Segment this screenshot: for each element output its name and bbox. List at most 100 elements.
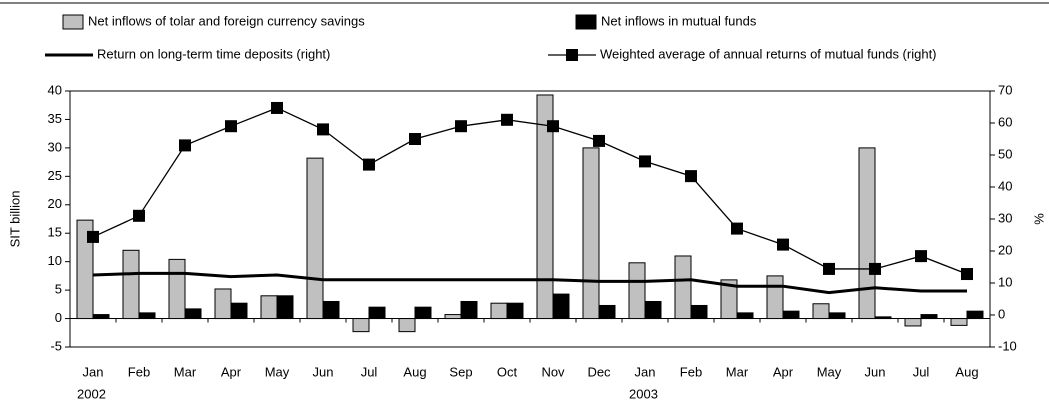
x-tick-label: Jul [913,364,930,379]
line [92,107,968,275]
marker [225,120,237,133]
bar [598,304,616,320]
bar [536,94,554,320]
bar [644,300,662,320]
bar [552,293,570,320]
line [92,271,967,295]
y-tick-label: 20 [48,196,62,211]
marker [823,262,835,275]
y-tick-label: 15 [48,225,62,240]
marker [363,158,375,171]
marker [777,238,789,251]
bar [904,318,922,327]
legend-label: Return on long-term time deposits (right… [97,46,330,61]
bar [322,300,340,320]
y2-tick-label: 0 [998,306,1005,321]
bar [184,308,202,320]
bar [352,318,370,333]
marker [409,133,421,145]
bar [306,157,324,320]
marker [455,120,467,133]
legend-swatch [575,14,597,30]
x-tick-label: Jan [83,364,104,379]
bar [628,262,646,320]
x-tick-label: Mar [726,364,749,379]
bar [812,303,830,320]
x-tick-label: Jan [635,364,656,379]
y2-tick-label: -10 [998,338,1017,353]
bar [414,306,432,320]
y2-tick-label: 50 [998,146,1012,161]
y2-tick-label: 60 [998,114,1012,129]
marker [179,139,191,152]
bar [368,306,386,320]
bar [460,300,478,320]
marker [961,268,973,281]
marker [87,230,99,243]
y2-tick-label: 10 [998,274,1012,289]
x-tick-label: Jun [313,364,334,379]
y-axis-label: SIT billion [7,191,22,248]
x-tick-label: Sep [449,364,472,379]
bar [168,258,186,320]
y-tick-label: 40 [48,82,62,97]
bar [782,310,800,320]
bar [490,302,508,320]
bar [214,288,232,320]
bar [966,310,984,320]
legend-label: Net inflows of tolar and foreign currenc… [88,13,365,28]
y-tick-label: 35 [48,111,62,126]
x-group-label: 2003 [629,386,658,401]
x-tick-label: Mar [174,364,197,379]
x-tick-label: Dec [587,364,611,379]
bar [76,219,94,320]
bar [260,295,278,320]
x-tick-label: Nov [541,364,565,379]
x-tick-label: Jul [361,364,378,379]
x-tick-label: Feb [680,364,702,379]
x-tick-label: May [817,364,842,379]
bar [720,279,738,320]
bar [858,147,876,320]
x-tick-label: May [265,364,290,379]
marker [639,155,651,168]
legend-label: Weighted average of annual returns of mu… [600,46,937,61]
y-tick-label: 5 [55,282,62,297]
bar [690,304,708,320]
bar [920,314,938,320]
x-tick-label: Oct [497,364,518,379]
bar [828,312,846,320]
bar [276,295,294,320]
marker [915,250,927,263]
x-tick-label: Feb [128,364,150,379]
legend-label: Net inflows in mutual funds [601,13,757,28]
legend-marker [566,49,578,61]
marker [869,262,881,275]
y2-tick-label: 70 [998,82,1012,97]
plot-frame [69,90,991,348]
bar [950,318,968,326]
y2-axis-label: % [1031,213,1046,225]
bar [766,275,784,320]
bar [506,302,524,320]
y2-tick-label: 40 [998,178,1012,193]
x-tick-label: Jun [865,364,886,379]
y-tick-label: 25 [48,168,62,183]
marker [685,170,697,183]
bar [874,316,892,320]
bar [230,302,248,320]
bar [674,255,692,320]
bar [736,312,754,320]
legend-swatch [62,14,84,30]
bar [138,312,156,320]
marker [593,134,605,147]
marker [731,222,743,235]
y-tick-label: 30 [48,139,62,154]
marker [271,101,283,114]
bar [444,314,462,320]
y-tick-label: 0 [55,310,62,325]
y2-tick-label: 30 [998,210,1012,225]
x-group-label: 2002 [77,386,106,401]
marker [133,209,145,222]
